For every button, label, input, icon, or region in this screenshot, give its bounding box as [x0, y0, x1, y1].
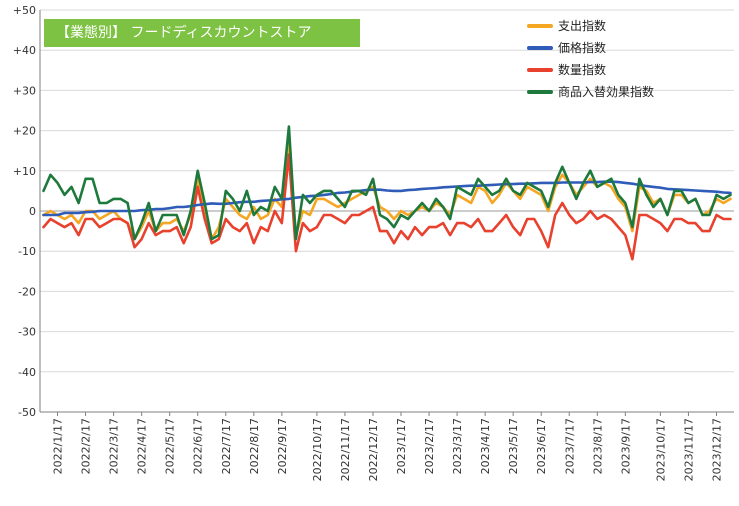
chart-title: 【業態別】 フードディスカウントストア	[44, 19, 360, 47]
legend-swatch-price	[527, 46, 553, 50]
y-tick-label: +30	[13, 84, 36, 97]
x-tick-label: 2023/1/17	[395, 418, 408, 474]
x-tick-label: 2023/11/17	[682, 418, 695, 481]
y-tick-label: +10	[13, 165, 36, 178]
legend-item-spending: 支出指数	[527, 18, 677, 40]
x-tick-label: 2023/9/17	[619, 418, 632, 474]
y-tick-label: 0	[29, 205, 36, 218]
x-tick-label: 2022/12/17	[367, 418, 380, 481]
series-line-quantity	[42, 153, 732, 261]
x-tick-label: 2023/12/17	[710, 418, 723, 481]
x-tick-label: 2022/7/17	[220, 418, 233, 474]
x-tick-label: 2022/5/17	[164, 418, 177, 474]
legend-item-quantity: 数量指数	[527, 62, 677, 84]
legend-swatch-replacement	[527, 90, 553, 94]
x-tick-label: 2023/5/17	[507, 418, 520, 474]
x-tick-label: 2023/7/17	[563, 418, 576, 474]
legend-label-replacement: 商品入替効果指数	[558, 85, 655, 99]
x-tick-label: 2023/4/17	[479, 418, 492, 474]
x-tick-label: 2022/4/17	[136, 418, 149, 474]
series-line-replacement	[42, 125, 732, 241]
legend-item-replacement: 商品入替効果指数	[527, 84, 677, 106]
y-tick-label: -20	[18, 285, 36, 298]
x-tick-label: 2023/8/17	[591, 418, 604, 474]
x-tick-label: 2023/3/17	[451, 418, 464, 474]
x-tick-label: 2022/1/17	[52, 418, 65, 474]
x-tick-label: 2022/10/17	[311, 418, 324, 481]
y-tick-label: -40	[18, 366, 36, 379]
y-tick-label: -10	[18, 245, 36, 258]
legend-swatch-quantity	[527, 68, 553, 72]
x-tick-label: 2022/3/17	[108, 418, 121, 474]
x-tick-label: 2022/9/17	[276, 418, 289, 474]
x-tick-label: 2022/2/17	[80, 418, 93, 474]
y-tick-label: -30	[18, 326, 36, 339]
chart-legend: 支出指数 価格指数 数量指数 商品入替効果指数	[527, 18, 677, 106]
x-tick-label: 2022/6/17	[192, 418, 205, 474]
y-tick-label: -50	[18, 406, 36, 419]
legend-swatch-spending	[527, 24, 553, 28]
legend-item-price: 価格指数	[527, 40, 677, 62]
x-tick-label: 2023/2/17	[423, 418, 436, 474]
x-tick-label: 2023/10/17	[654, 418, 667, 481]
y-tick-label: +50	[13, 4, 36, 17]
y-tick-label: +40	[13, 44, 36, 57]
legend-label-quantity: 数量指数	[558, 63, 607, 77]
x-tick-label: 2022/8/17	[248, 418, 261, 474]
series-line-price	[42, 180, 732, 217]
y-tick-label: +20	[13, 125, 36, 138]
x-tick-label: 2022/11/17	[339, 418, 352, 481]
legend-label-spending: 支出指数	[558, 19, 607, 33]
legend-label-price: 価格指数	[558, 41, 607, 55]
x-tick-label: 2023/6/17	[535, 418, 548, 474]
